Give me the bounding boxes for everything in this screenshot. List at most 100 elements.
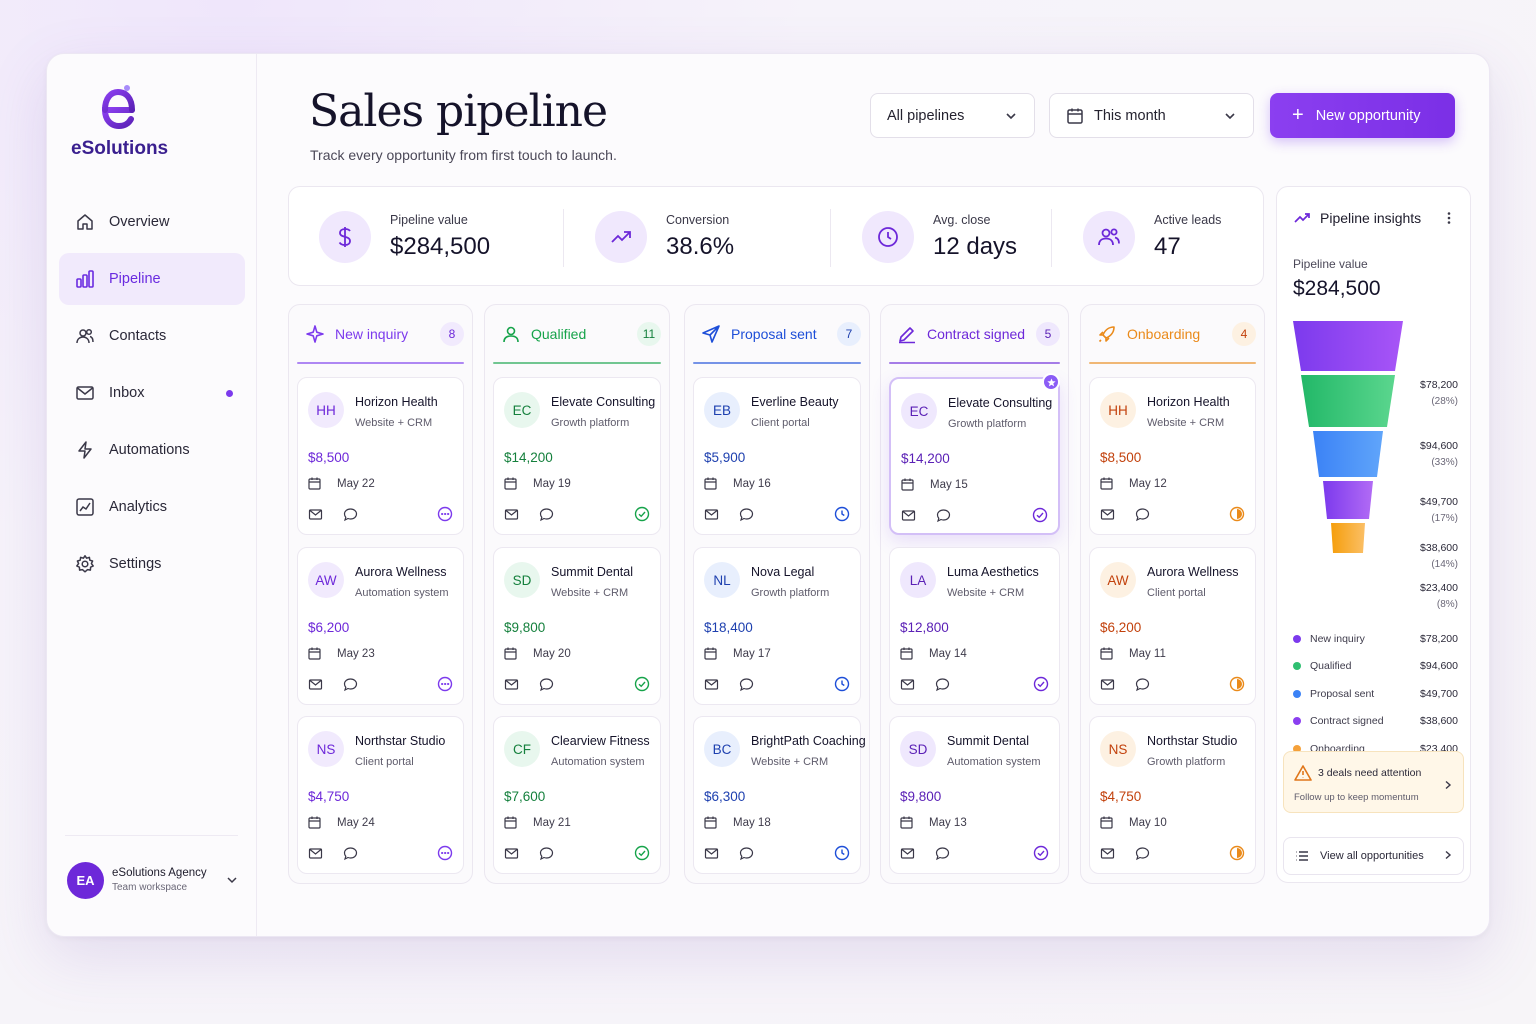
opportunity-card[interactable]: NL Nova Legal Growth platform $18,400 Ma… <box>693 547 861 705</box>
pipeline-select[interactable]: All pipelines <box>870 93 1035 138</box>
comment-icon[interactable] <box>739 677 754 692</box>
more-options-icon[interactable] <box>1442 211 1456 225</box>
home-icon <box>75 212 95 232</box>
mail-icon[interactable] <box>704 846 719 861</box>
stat-active-leads: Active leads 47 <box>1083 187 1221 287</box>
pipeline-select-value: All pipelines <box>887 107 965 124</box>
sidebar-item-settings[interactable]: Settings <box>59 538 245 590</box>
clock-circle-icon <box>834 676 850 692</box>
column-header[interactable]: New inquiry 8 <box>297 305 464 363</box>
sidebar-item-automations[interactable]: Automations <box>59 424 245 476</box>
view-all-opportunities-button[interactable]: View all opportunities <box>1283 837 1464 875</box>
due-date: May 18 <box>704 816 771 829</box>
opportunity-card[interactable]: LA Luma Aesthetics Website + CRM $12,800… <box>889 547 1060 705</box>
sidebar-item-pipeline[interactable]: Pipeline <box>59 253 245 305</box>
comment-icon[interactable] <box>343 846 358 861</box>
clock-icon <box>862 211 914 263</box>
mail-icon[interactable] <box>900 846 915 861</box>
mail-icon[interactable] <box>504 846 519 861</box>
funnel-amount: $78,200 <box>1420 379 1458 391</box>
opportunity-card[interactable]: EC Elevate Consulting Growth platform $1… <box>889 373 1060 535</box>
opportunity-card[interactable]: AW Aurora Wellness Automation system $6,… <box>297 547 464 705</box>
column-count-badge: 4 <box>1232 322 1256 346</box>
comment-icon[interactable] <box>936 508 951 523</box>
column-header[interactable]: Qualified 11 <box>493 305 661 363</box>
mail-icon[interactable] <box>901 508 916 523</box>
column-underline <box>297 362 464 364</box>
column-count-badge: 8 <box>440 322 464 346</box>
workspace-name: eSolutions Agency <box>112 867 207 879</box>
workspace-switcher[interactable]: EA eSolutions Agency Team workspace <box>67 860 239 900</box>
comment-icon[interactable] <box>1135 507 1150 522</box>
comment-icon[interactable] <box>343 677 358 692</box>
due-date: May 10 <box>1100 816 1167 829</box>
comment-icon[interactable] <box>1135 846 1150 861</box>
comment-icon[interactable] <box>539 507 554 522</box>
comment-icon[interactable] <box>539 846 554 861</box>
sidebar-item-overview[interactable]: Overview <box>59 196 245 248</box>
attention-alert[interactable]: 3 deals need attention Follow up to keep… <box>1283 751 1464 813</box>
chevron-down-icon <box>1004 109 1018 123</box>
mail-icon[interactable] <box>504 677 519 692</box>
deal-amount: $4,750 <box>1100 789 1142 804</box>
client-name: Northstar Studio <box>1147 734 1238 748</box>
comment-icon[interactable] <box>1135 677 1150 692</box>
comment-icon[interactable] <box>739 507 754 522</box>
column-header[interactable]: Proposal sent 7 <box>693 305 861 363</box>
project-type: Website + CRM <box>355 417 433 429</box>
column-underline <box>1089 362 1256 364</box>
project-type: Website + CRM <box>751 756 829 768</box>
column-underline <box>693 362 861 364</box>
new-opportunity-button[interactable]: + New opportunity <box>1270 93 1455 138</box>
client-name: Northstar Studio <box>355 734 446 748</box>
mail-icon[interactable] <box>504 507 519 522</box>
sidebar-item-inbox[interactable]: Inbox <box>59 367 245 419</box>
due-date-text: May 24 <box>337 816 375 829</box>
stat-divider <box>563 209 564 267</box>
avatar: CF <box>504 731 540 767</box>
comment-icon[interactable] <box>935 846 950 861</box>
mail-icon[interactable] <box>704 677 719 692</box>
mail-icon[interactable] <box>1100 507 1115 522</box>
workspace-sub: Team workspace <box>112 882 188 893</box>
column-title: Contract signed <box>927 326 1026 342</box>
legend-dot <box>1293 634 1301 643</box>
opportunity-card[interactable]: AW Aurora Wellness Client portal $6,200 … <box>1089 547 1256 705</box>
mail-icon[interactable] <box>900 677 915 692</box>
comment-icon[interactable] <box>935 677 950 692</box>
comment-icon[interactable] <box>739 846 754 861</box>
opportunity-card[interactable]: SD Summit Dental Automation system $9,80… <box>889 716 1060 874</box>
opportunity-card[interactable]: NS Northstar Studio Client portal $4,750… <box>297 716 464 874</box>
column-header[interactable]: Onboarding 4 <box>1089 305 1256 363</box>
client-name: Aurora Wellness <box>355 565 447 579</box>
opportunity-card[interactable]: BC BrightPath Coaching Website + CRM $6,… <box>693 716 866 874</box>
rocket-icon <box>1097 324 1117 344</box>
mail-icon[interactable] <box>308 677 323 692</box>
opportunity-card[interactable]: HH Horizon Health Website + CRM $8,500 M… <box>297 377 464 535</box>
comment-icon[interactable] <box>539 677 554 692</box>
opportunity-card[interactable]: HH Horizon Health Website + CRM $8,500 M… <box>1089 377 1256 535</box>
more-circle-icon <box>437 506 453 522</box>
avatar: HH <box>1100 392 1136 428</box>
date-range-select[interactable]: This month <box>1049 93 1254 138</box>
comment-icon[interactable] <box>343 507 358 522</box>
mail-icon[interactable] <box>1100 677 1115 692</box>
opportunity-card[interactable]: EB Everline Beauty Client portal $5,900 … <box>693 377 861 535</box>
opportunity-card[interactable]: SD Summit Dental Website + CRM $9,800 Ma… <box>493 547 661 705</box>
opportunity-card[interactable]: EC Elevate Consulting Growth platform $1… <box>493 377 661 535</box>
project-type: Website + CRM <box>551 587 629 599</box>
sidebar-item-analytics[interactable]: Analytics <box>59 481 245 533</box>
avatar: LA <box>900 562 936 598</box>
mail-icon[interactable] <box>1100 846 1115 861</box>
project-type: Client portal <box>1147 587 1206 599</box>
opportunity-card[interactable]: NS Northstar Studio Growth platform $4,7… <box>1089 716 1256 874</box>
insights-title: Pipeline insights <box>1320 210 1422 226</box>
calendar-icon <box>308 647 329 660</box>
column-header[interactable]: Contract signed 5 <box>889 305 1060 363</box>
client-name: Nova Legal <box>751 565 815 579</box>
sidebar-item-contacts[interactable]: Contacts <box>59 310 245 362</box>
mail-icon[interactable] <box>308 846 323 861</box>
opportunity-card[interactable]: CF Clearview Fitness Automation system $… <box>493 716 661 874</box>
mail-icon[interactable] <box>704 507 719 522</box>
mail-icon[interactable] <box>308 507 323 522</box>
